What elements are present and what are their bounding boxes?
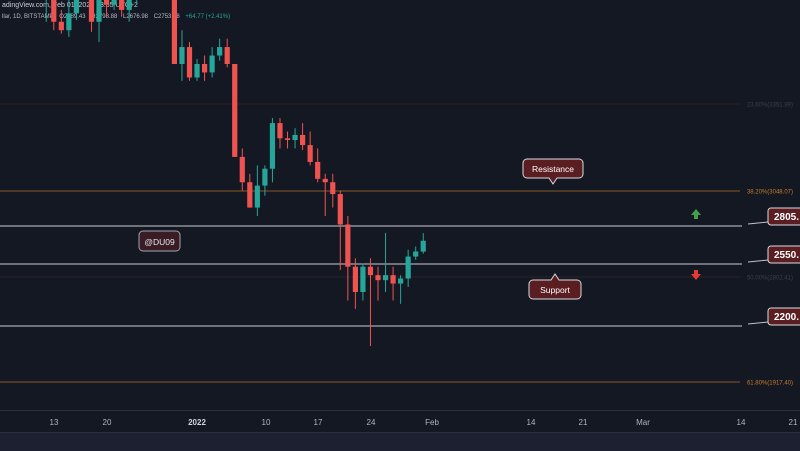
candle-body-48 [360,266,366,293]
fib-label-2: 50.00%(2802.41) [747,276,793,282]
symbol-text[interactable]: llar, 1D, BITSTAMP [2,14,54,20]
candle-body-25 [186,47,193,78]
ohlc-low: L2676.98 [122,14,149,20]
x-tick-label: 24 [366,418,376,427]
fib-label-3: 61.80%(1917.40) [747,381,793,387]
candle-body-28 [209,55,215,73]
candle-body-43 [322,178,328,183]
x-tick-label: 17 [313,418,323,427]
level-label-box-1 [767,245,800,264]
candle-body-17 [126,0,132,10]
arrow-down-icon [691,270,701,280]
candle-body-32 [239,156,245,183]
candle-body-31 [232,63,238,157]
candle-body-49 [367,266,374,276]
candle-body-35 [262,168,268,186]
candle-body-24 [179,47,185,64]
candle-body-8 [58,21,64,31]
x-tick-label: 2022 [188,418,206,427]
resistance-label: Resistance [532,164,574,174]
x-tick-label: 21 [578,418,588,427]
time-axis[interactable] [0,410,800,433]
x-tick-label: Mar [636,418,650,427]
candle-body-13 [96,0,102,22]
candle-body-29 [217,47,223,56]
candle-body-14 [103,0,110,5]
source-text: adingView.com, Feb 01, 2022 13:35 UTC+2 [2,2,138,9]
candle-body-52 [390,275,396,284]
candle-body-51 [382,275,389,281]
watermark-text: @DU09 [144,237,175,247]
candle-body-26 [194,63,200,78]
candle-body-41 [307,145,313,162]
arrow-up-icon [691,209,701,219]
candle-body-36 [269,123,276,169]
support-callout [528,273,582,300]
chart-header: adingView.com, Feb 01, 2022 13:35 UTC+2 [0,0,800,14]
level-label-text-0: 2805. [774,212,799,223]
candle-body-50 [375,275,381,281]
x-tick-label: 20 [102,418,112,427]
level-label-box-2 [767,307,800,326]
candle-body-55 [413,251,419,257]
candle-body-42 [315,161,321,179]
candle-body-47 [352,266,358,293]
candle-body-37 [277,123,283,139]
candle-body-56 [420,240,426,252]
level-label-pointer-2 [747,321,769,325]
candle-body-33 [247,182,253,208]
x-tick-label: 21 [788,418,798,427]
support-label: Support [540,285,570,295]
level-label-box-0 [767,207,800,226]
candle-body-40 [300,134,306,146]
level-label-pointer-0 [747,221,769,225]
x-tick-label: Feb [425,418,439,427]
fib-label-0: 23.60%(3351.89) [747,103,793,109]
ohlc-high: H2798.88 [91,14,118,20]
bottom-toolbar [0,432,800,451]
candle-body-15 [111,0,117,5]
level-label-pointer-1 [747,259,769,263]
candle-body-53 [398,278,404,284]
x-tick-label: 14 [526,418,536,427]
x-tick-label: 13 [49,418,59,427]
candle-body-46 [345,224,351,267]
ohlc-open: O2689.43 [59,14,86,20]
candle-body-23 [171,0,178,64]
candle-body-39 [292,134,298,140]
candle-body-54 [405,256,411,279]
candle-body-12 [88,0,95,22]
level-label-text-2: 2200. [774,312,799,323]
candle-body-7 [51,0,57,22]
candle-body-45 [337,194,343,225]
candle-body-38 [284,138,291,140]
candle-body-34 [254,185,260,208]
level-label-text-1: 2550. [774,250,799,261]
candle-body-30 [224,47,230,64]
fib-label-1: 38.20%(3048.07) [747,190,793,196]
price-change: +64.77 (+2.41%) [185,14,231,20]
ohlc-close: C2753.68 [153,14,180,20]
price-chart[interactable]: 23.60%(3351.89) 38.20%(3048.07) 50.00%(280… [0,0,800,410]
candle-body-9 [66,13,72,31]
candle-body-27 [201,63,208,73]
x-tick-label: 10 [261,418,271,427]
candle-body-44 [330,182,336,195]
candle-body-10 [73,0,79,14]
resistance-callout [522,158,584,185]
candle-body-16 [119,0,125,10]
symbol-info-bar: llar, 1D, BITSTAMP O2689.43 H2798.88 L26… [0,14,234,28]
x-tick-label: 14 [736,418,746,427]
watermark-box [138,230,181,252]
